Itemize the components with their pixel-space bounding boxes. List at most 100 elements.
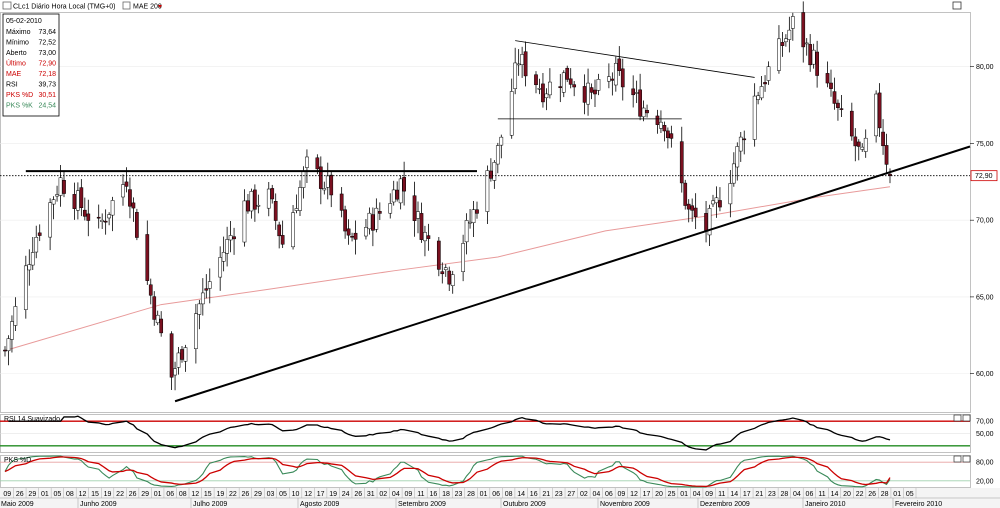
time-axis-day-label: 14 — [831, 491, 839, 498]
header-checkbox[interactable] — [2, 1, 12, 10]
candle-body — [402, 177, 406, 192]
time-axis-day-label: 18 — [442, 491, 450, 498]
candle-body — [586, 82, 590, 105]
candle-body — [159, 318, 164, 334]
info-panel: 05-02-2010 Máximo 73,64 Mínimo 72,52 Aberto 7… — [2, 13, 60, 117]
candle-body — [450, 274, 455, 286]
time-axis-day-label: 26 — [868, 491, 876, 498]
candle-body — [253, 189, 257, 210]
candle-body — [218, 257, 223, 278]
candle-body — [558, 86, 563, 89]
candle-body — [659, 121, 663, 129]
candle-body — [416, 211, 420, 219]
candle-body — [836, 102, 840, 108]
candle-body — [589, 87, 594, 93]
time-axis-month-label: Janeiro 2010 — [805, 501, 846, 508]
candle-body — [86, 213, 91, 221]
candle-body — [513, 62, 518, 89]
stoch-minimize-icon[interactable] — [953, 455, 962, 463]
candle-body — [82, 209, 87, 217]
time-axis-day-label: 09 — [618, 491, 626, 498]
time-axis-day-label: 02 — [379, 491, 387, 498]
stoch-panel-frame — [0, 455, 971, 488]
candle-body — [759, 86, 764, 99]
stoch-d-line — [4, 456, 891, 487]
time-axis-day-label: 19 — [104, 491, 112, 498]
candle-body — [131, 202, 136, 209]
candle-body — [3, 349, 7, 352]
time-axis-month-label: Setembro 2009 — [398, 501, 446, 508]
price-axis: 80,00 75,00 70,00 65,00 60,00 72,90 — [970, 64, 998, 378]
candle-body — [489, 170, 493, 179]
candle-body — [155, 314, 160, 324]
candle-body — [666, 130, 670, 139]
candle-body — [169, 333, 174, 378]
candle-body — [176, 352, 181, 368]
candle-body — [752, 95, 757, 140]
candle-body — [364, 227, 368, 237]
rsi-line — [8, 415, 891, 451]
candle-body — [534, 74, 538, 86]
rsi-minimize-icon[interactable] — [953, 414, 962, 422]
time-axis-day-label: 31 — [367, 491, 375, 498]
time-axis-day-label: 23 — [768, 491, 776, 498]
last-price-badge — [970, 170, 998, 182]
time-axis-day-label: 29 — [254, 491, 262, 498]
time-axis-day-label: 17 — [743, 491, 751, 498]
candle-body — [322, 188, 327, 191]
candle-body — [121, 184, 125, 198]
candle-body — [204, 288, 209, 291]
candle-body — [548, 81, 552, 96]
time-axis-day-label: 01 — [154, 491, 162, 498]
time-axis-day-label: 01 — [480, 491, 488, 498]
time-axis-day-label: 16 — [430, 491, 438, 498]
time-axis-day-label: 19 — [329, 491, 337, 498]
time-axis-month-label: Outubro 2009 — [503, 501, 546, 508]
time-axis-day-label: 08 — [179, 491, 187, 498]
candle-body — [443, 267, 448, 270]
stoch-close-icon[interactable] — [962, 455, 971, 463]
candle-body — [596, 79, 601, 91]
candle-body — [738, 136, 743, 152]
time-axis-day-label: 17 — [643, 491, 651, 498]
time-axis-day-label: 05 — [279, 491, 287, 498]
candle-body — [79, 187, 84, 208]
candle-body — [246, 200, 250, 212]
chevron-down-icon[interactable] — [158, 5, 162, 8]
candle-body — [888, 173, 892, 176]
time-axis-day-label: 09 — [705, 491, 713, 498]
time-axis-day-label: 17 — [317, 491, 325, 498]
time-axis: 09 26 29 01 05 08 12 15 19 22 26 29 01 06 08 12 15 19 22 26… — [0, 488, 1000, 508]
time-axis-day-label: 23 — [455, 491, 463, 498]
rsi-close-icon[interactable] — [962, 414, 971, 422]
candle-body — [881, 131, 885, 147]
candle-body — [325, 175, 330, 188]
candle-body — [152, 296, 157, 320]
candle-body — [183, 347, 188, 362]
candle-body — [461, 243, 465, 272]
time-axis-day-label: 08 — [66, 491, 74, 498]
info-label: PKS %K — [6, 103, 33, 110]
candle-body — [10, 321, 14, 340]
candle-body — [711, 200, 715, 205]
candle-body — [825, 73, 830, 84]
candle-body — [346, 228, 351, 236]
candle-body — [200, 292, 205, 305]
candle-body — [124, 181, 129, 187]
maximize-icon[interactable] — [952, 1, 962, 10]
candle-body — [683, 182, 688, 206]
candle-body — [686, 203, 691, 210]
candle-body — [669, 133, 674, 139]
time-axis-day-label: 10 — [292, 491, 300, 498]
time-axis-day-label: 21 — [755, 491, 763, 498]
candle-body — [728, 183, 733, 205]
candle-body — [388, 203, 393, 214]
candle-body — [645, 110, 649, 114]
ma-checkbox[interactable] — [122, 1, 131, 10]
candle-body — [815, 51, 819, 76]
candle-body — [829, 82, 833, 89]
candle-body — [565, 67, 570, 80]
last-price-label: 72,90 — [975, 173, 993, 180]
time-axis-day-label: 01 — [680, 491, 688, 498]
